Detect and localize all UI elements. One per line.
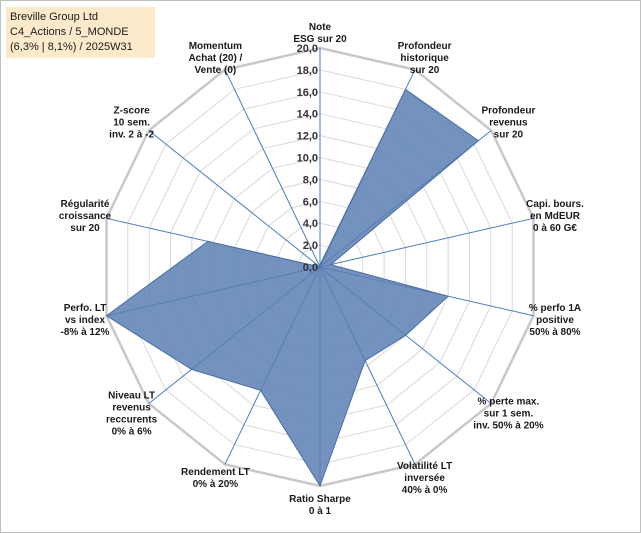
radial-tick-labels: 0,0 2,0 4,0 6,0 8,0 10,0 12,0 14,0 16,0 18,0 20,0	[297, 43, 318, 274]
tick-label: 4,0	[303, 218, 318, 230]
tick-label: 8,0	[303, 174, 318, 186]
tick-label: 18,0	[297, 65, 318, 77]
axis-label: Z-score 10 sem. inv. 2 à -2	[109, 106, 154, 141]
series-area	[105, 88, 480, 488]
axis-label: Perfo. LT vs index -8% à 12%	[61, 303, 110, 338]
radar-series	[105, 88, 480, 488]
axis-label: Volatilité LT inversée 40% à 0%	[397, 461, 452, 496]
tick-label: 14,0	[297, 109, 318, 121]
tick-label: 20,0	[297, 43, 318, 55]
axis-label: Ratio Sharpe 0 à 1	[289, 494, 351, 517]
stats-line: (6,3% | 8,1%) / 2025W31	[10, 41, 133, 53]
tick-label: 16,0	[297, 87, 318, 99]
axis-label: % perfo 1A positive 50% à 80%	[529, 303, 581, 338]
axis-label: Régularité croissance sur 20	[59, 199, 112, 234]
axis-label: Niveau LT revenus reccurents 0% à 6%	[106, 390, 158, 437]
axis-label: Capi. bours. en MdEUR 0 à 60 G€	[526, 199, 584, 234]
tick-label: 0,0	[303, 262, 318, 274]
radar-spoke	[224, 69, 321, 268]
axis-label: Momentum Achat (20) / Vente (0)	[188, 41, 242, 76]
axis-label: % perte max. sur 1 sem. inv. 50% à 20%	[473, 396, 544, 431]
tick-label: 2,0	[303, 240, 318, 252]
company-name: Breville Group Ltd	[10, 11, 99, 23]
axis-label: Profondeur revenus sur 20	[481, 106, 535, 141]
axis-labels: Note ESG sur 20 Profondeur historique sur 20…	[59, 22, 584, 517]
axis-label: Note ESG sur 20	[293, 22, 347, 45]
axis-label: Profondeur historique sur 20	[398, 41, 452, 76]
tick-label: 12,0	[297, 131, 318, 143]
axis-label: Rendement LT 0% à 20%	[181, 467, 250, 490]
info-box: Breville Group Ltd C4_Actions / 5_MONDE …	[6, 7, 155, 58]
tick-label: 6,0	[303, 196, 318, 208]
tick-label: 10,0	[297, 153, 318, 165]
category-line: C4_Actions / 5_MONDE	[10, 26, 129, 38]
radar-spoke	[148, 130, 321, 268]
radar-spoke	[319, 217, 534, 268]
